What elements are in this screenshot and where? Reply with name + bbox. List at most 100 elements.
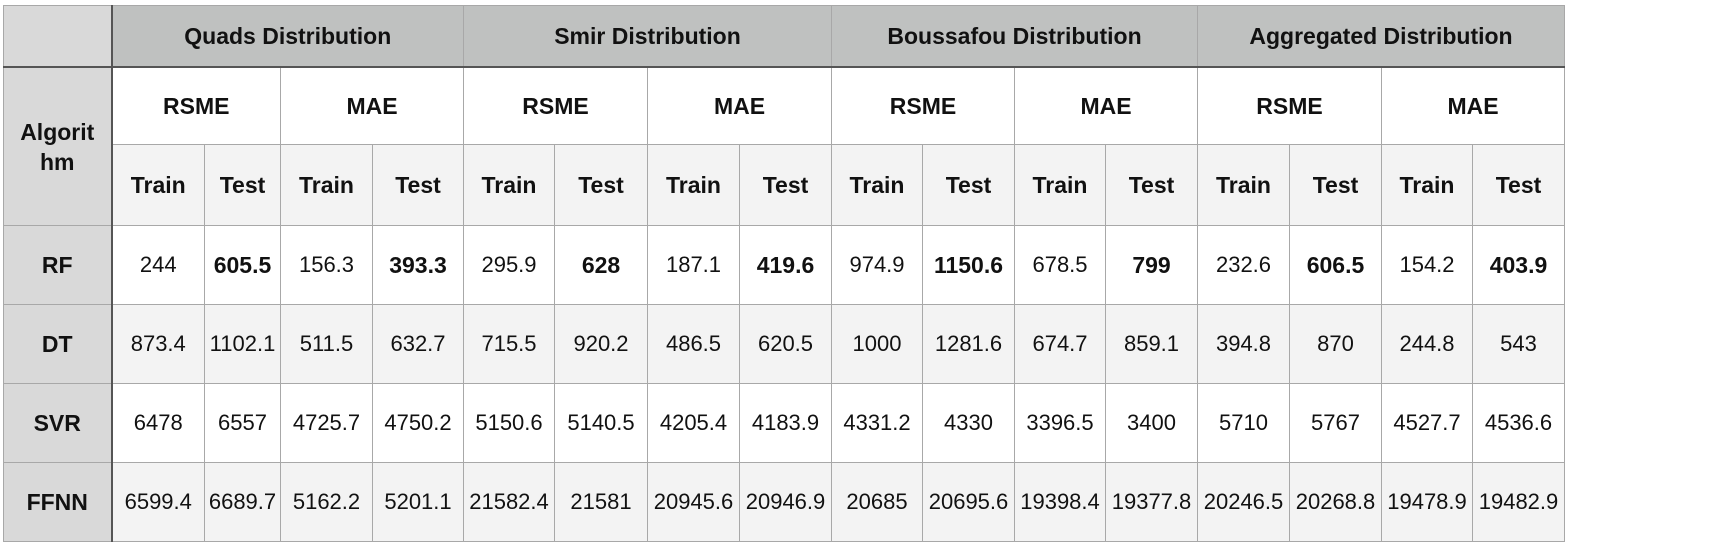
value-cell: 20946.9 xyxy=(739,462,832,542)
value-cell: 3400 xyxy=(1105,383,1198,463)
value-cell: 19398.4 xyxy=(1014,462,1106,542)
value-cell: 1150.6 xyxy=(922,225,1015,305)
algorithm-cell: SVR xyxy=(3,383,113,463)
split-header-train: Train xyxy=(831,144,923,226)
metric-header: MAE xyxy=(647,66,832,145)
distribution-header-row: Quads Distribution Smir Distribution Bou… xyxy=(3,5,1565,68)
split-header-test: Test xyxy=(1289,144,1382,226)
algorithm-header-line: Algorit xyxy=(20,118,95,145)
algorithm-cell: DT xyxy=(3,304,113,384)
value-cell: 5767 xyxy=(1289,383,1382,463)
value-cell: 5710 xyxy=(1197,383,1290,463)
value-cell: 419.6 xyxy=(739,225,832,305)
metric-header: RSME xyxy=(1197,66,1382,145)
value-cell: 20268.8 xyxy=(1289,462,1382,542)
value-cell: 799 xyxy=(1105,225,1198,305)
value-cell: 715.5 xyxy=(463,304,555,384)
value-cell: 678.5 xyxy=(1014,225,1106,305)
metric-header: MAE xyxy=(1014,66,1198,145)
value-cell: 859.1 xyxy=(1105,304,1198,384)
value-cell: 1000 xyxy=(831,304,923,384)
split-header-test: Test xyxy=(204,144,281,226)
value-cell: 920.2 xyxy=(554,304,648,384)
algorithm-cell: RF xyxy=(3,225,113,305)
value-cell: 21581 xyxy=(554,462,648,542)
value-cell: 3396.5 xyxy=(1014,383,1106,463)
table-row: DT 873.4 1102.1 511.5 632.7 715.5 920.2 486.5 62… xyxy=(3,304,1565,384)
split-header-train: Train xyxy=(647,144,740,226)
split-header-test: Test xyxy=(922,144,1015,226)
value-cell: 6599.4 xyxy=(111,462,205,542)
value-cell: 4205.4 xyxy=(647,383,740,463)
value-cell: 632.7 xyxy=(372,304,464,384)
results-table: Quads Distribution Smir Distribution Bou… xyxy=(3,5,1565,542)
value-cell: 187.1 xyxy=(647,225,740,305)
value-cell: 974.9 xyxy=(831,225,923,305)
distribution-header: Smir Distribution xyxy=(463,5,832,68)
split-header-test: Test xyxy=(1472,144,1565,226)
value-cell: 1102.1 xyxy=(204,304,281,384)
table-body: RF 244 605.5 156.3 393.3 295.9 628 187.1 419.6 97… xyxy=(3,225,1565,542)
split-header-test: Test xyxy=(554,144,648,226)
value-cell: 5201.1 xyxy=(372,462,464,542)
value-cell: 394.8 xyxy=(1197,304,1290,384)
value-cell: 295.9 xyxy=(463,225,555,305)
value-cell: 19482.9 xyxy=(1472,462,1565,542)
value-cell: 543 xyxy=(1472,304,1565,384)
value-cell: 19377.8 xyxy=(1105,462,1198,542)
algorithm-header-line: hm xyxy=(40,148,75,175)
split-header-test: Test xyxy=(1105,144,1198,226)
value-cell: 620.5 xyxy=(739,304,832,384)
split-header-test: Test xyxy=(739,144,832,226)
value-cell: 393.3 xyxy=(372,225,464,305)
value-cell: 4183.9 xyxy=(739,383,832,463)
value-cell: 403.9 xyxy=(1472,225,1565,305)
value-cell: 5162.2 xyxy=(280,462,373,542)
value-cell: 6689.7 xyxy=(204,462,281,542)
value-cell: 870 xyxy=(1289,304,1382,384)
value-cell: 4527.7 xyxy=(1381,383,1473,463)
value-cell: 232.6 xyxy=(1197,225,1290,305)
distribution-header: Quads Distribution xyxy=(111,5,464,68)
metric-header: RSME xyxy=(831,66,1015,145)
value-cell: 21582.4 xyxy=(463,462,555,542)
split-header-train: Train xyxy=(1014,144,1106,226)
value-cell: 154.2 xyxy=(1381,225,1473,305)
value-cell: 606.5 xyxy=(1289,225,1382,305)
value-cell: 20945.6 xyxy=(647,462,740,542)
corner-cell xyxy=(3,5,113,68)
value-cell: 5140.5 xyxy=(554,383,648,463)
split-header-train: Train xyxy=(1381,144,1473,226)
table-row: SVR 6478 6557 4725.7 4750.2 5150.6 5140.5 4205.… xyxy=(3,383,1565,463)
split-header-row: Train Test Train Test Train Test Train Test Trai… xyxy=(4,144,1565,226)
split-header-test: Test xyxy=(372,144,464,226)
value-cell: 4536.6 xyxy=(1472,383,1565,463)
value-cell: 156.3 xyxy=(280,225,373,305)
split-header-train: Train xyxy=(280,144,373,226)
metric-header-row: Algorit hm RSME MAE RSME MAE RSME MAE RS… xyxy=(3,66,1565,226)
value-cell: 4330 xyxy=(922,383,1015,463)
value-cell: 5150.6 xyxy=(463,383,555,463)
value-cell: 1281.6 xyxy=(922,304,1015,384)
split-header-train: Train xyxy=(1197,144,1290,226)
value-cell: 19478.9 xyxy=(1381,462,1473,542)
value-cell: 4750.2 xyxy=(372,383,464,463)
value-cell: 486.5 xyxy=(647,304,740,384)
value-cell: 20246.5 xyxy=(1197,462,1290,542)
value-cell: 873.4 xyxy=(111,304,205,384)
algorithm-cell: FFNN xyxy=(3,462,113,542)
metric-header: RSME xyxy=(463,66,648,145)
value-cell: 244.8 xyxy=(1381,304,1473,384)
value-cell: 20685 xyxy=(831,462,923,542)
value-cell: 628 xyxy=(554,225,648,305)
split-header-train: Train xyxy=(463,144,555,226)
value-cell: 511.5 xyxy=(280,304,373,384)
value-cell: 6557 xyxy=(204,383,281,463)
table-row: RF 244 605.5 156.3 393.3 295.9 628 187.1 419.6 97… xyxy=(3,225,1565,305)
value-cell: 674.7 xyxy=(1014,304,1106,384)
metric-header: RSME xyxy=(111,66,281,145)
value-cell: 605.5 xyxy=(204,225,281,305)
value-cell: 4331.2 xyxy=(831,383,923,463)
value-cell: 4725.7 xyxy=(280,383,373,463)
metric-header: MAE xyxy=(280,66,464,145)
